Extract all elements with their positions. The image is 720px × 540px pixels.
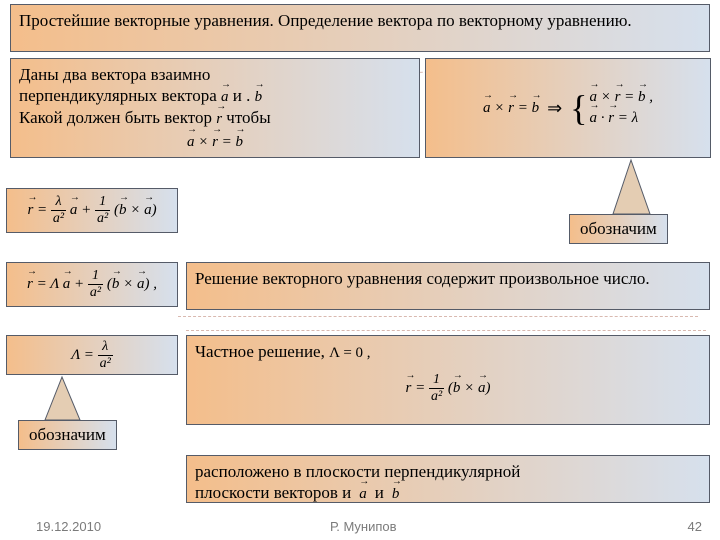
callout1: обозначим <box>569 214 668 244</box>
deriv-system: a × r = b , a · r = λ <box>589 87 653 129</box>
footer-page: 42 <box>688 519 702 534</box>
statement2-text-a: Частное решение, <box>195 342 329 361</box>
deriv-lhs: a × r = b <box>483 99 539 118</box>
brace-icon: { <box>570 94 587 123</box>
eq3-box: Λ = λa² <box>6 335 178 375</box>
statement2-eq: r = 1a² (b × a) <box>195 373 701 404</box>
eq2-box: r = Λ a + 1a² (b × a) , <box>6 262 178 307</box>
problem-eq: a × r = b <box>19 133 411 152</box>
callout1-arrow <box>605 158 665 216</box>
title-text: Простейшие векторные уравнения. Определе… <box>19 11 632 30</box>
problem-line1: Даны два вектора взаимно <box>19 64 411 85</box>
statement3-text-a: расположено в плоскости перпендикулярной <box>195 461 701 482</box>
statement1-text: Решение векторного уравнения содержит пр… <box>195 269 650 288</box>
implies: ⇒ <box>547 97 562 120</box>
statement3-text-b: плоскости векторов и a и b <box>195 482 701 504</box>
eq3: Λ = λa² <box>71 340 113 371</box>
eq1: r = λa² a + 1a² (b × a) <box>27 195 156 226</box>
derivation-box: a × r = b ⇒ { a × r = b , a · r = λ <box>425 58 711 158</box>
title-box: Простейшие векторные уравнения. Определе… <box>10 4 710 52</box>
problem-box: Даны два вектора взаимно перпендикулярны… <box>10 58 420 158</box>
statement2-box: Частное решение, Λ = 0 , r = 1a² (b × a) <box>186 335 710 425</box>
eq2: r = Λ a + 1a² (b × a) , <box>27 269 157 300</box>
callout2-text: обозначим <box>29 425 106 444</box>
eq1-box: r = λa² a + 1a² (b × a) <box>6 188 178 233</box>
dashed-line <box>178 316 698 317</box>
footer-date: 19.12.2010 <box>36 519 101 534</box>
footer-author: Р. Мунипов <box>330 519 397 534</box>
statement3-box: расположено в плоскости перпендикулярной… <box>186 455 710 503</box>
dashed-line <box>186 330 706 331</box>
statement1-box: Решение векторного уравнения содержит пр… <box>186 262 710 310</box>
callout2-arrow <box>40 375 90 421</box>
problem-line2: перпендикулярных вектора a и . b <box>19 85 411 107</box>
callout2: обозначим <box>18 420 117 450</box>
callout1-text: обозначим <box>580 219 657 238</box>
statement2-lambda: Λ = 0 , <box>329 345 370 361</box>
